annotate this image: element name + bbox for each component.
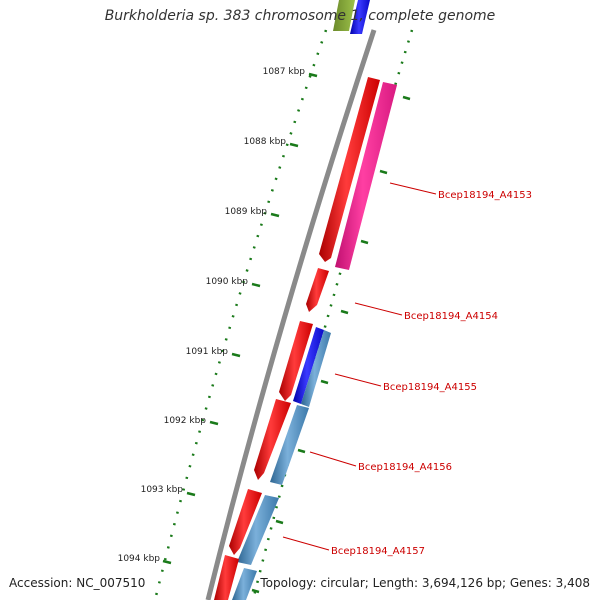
outer-tick [402, 95, 411, 101]
outer-tick [275, 519, 284, 525]
accession-text: Accession: NC_007510 [9, 576, 146, 590]
outer-tick [251, 588, 260, 594]
feature-blue-top [350, 0, 370, 34]
cds-steel-a4157 [237, 495, 279, 565]
kbp-tick-1090 [251, 282, 261, 288]
kbp-label-1088: 1088 kbp [244, 137, 287, 147]
outer-tick [360, 239, 369, 245]
kbp-tick-1088 [289, 142, 299, 148]
kbp-label-1094: 1094 kbp [118, 554, 161, 564]
kbp-tick-1091 [231, 352, 241, 358]
kbp-label-1089: 1089 kbp [225, 207, 268, 217]
kbp-tick-marks [162, 72, 318, 565]
gene-label-a4156: Bcep18194_A4156 [358, 462, 452, 473]
map-title: Burkholderia sp. 383 chromosome 1, compl… [104, 8, 496, 24]
cds-red-a4157 [229, 489, 262, 555]
outer-track-ticks [251, 95, 411, 594]
cds-pink-a4153 [335, 82, 397, 270]
cds-steel-a4156 [270, 405, 309, 485]
outer-tick [340, 309, 349, 315]
gene-label-a4155: Bcep18194_A4155 [383, 382, 477, 393]
cds-red-a4155 [279, 321, 313, 401]
cds-red-a4156 [254, 399, 291, 480]
kbp-label-1091: 1091 kbp [186, 347, 229, 357]
leader-a4156 [309, 451, 357, 467]
genome-backbone [205, 29, 377, 600]
kbp-tick-1093 [186, 491, 196, 497]
leader-a4155 [334, 373, 382, 387]
inner-dotted-track [153, 29, 328, 600]
gene-label-a4153: Bcep18194_A4153 [438, 190, 532, 201]
cds-steel-bottom [232, 568, 257, 600]
kbp-label-1087: 1087 kbp [263, 67, 306, 77]
gene-label-a4154: Bcep18194_A4154 [404, 311, 498, 322]
kbp-tick-1092 [209, 420, 219, 426]
outer-tick [320, 379, 329, 385]
kbp-label-1092: 1092 kbp [164, 416, 207, 426]
cds-steel-a4155 [301, 330, 331, 407]
kbp-label-1093: 1093 kbp [141, 485, 184, 495]
cds-red-bottom [214, 555, 239, 600]
cds-blue-a4155 [293, 327, 324, 404]
genome-summary-text: Topology: circular; Length: 3,694,126 bp… [260, 576, 590, 590]
gene-label-a4157: Bcep18194_A4157 [331, 546, 425, 557]
cds-red-a4154 [306, 268, 329, 312]
outer-tick [297, 448, 306, 454]
cds-red-a4153 [319, 77, 380, 262]
kbp-label-1090: 1090 kbp [206, 277, 249, 287]
leader-a4153 [389, 182, 437, 195]
kbp-tick-1094 [162, 559, 172, 565]
leader-a4154 [354, 302, 403, 316]
kbp-tick-1089 [270, 212, 280, 218]
kbp-tick-1087 [308, 72, 318, 78]
feature-green-top [333, 0, 355, 31]
outer-tick [379, 169, 388, 175]
leader-a4157 [282, 536, 330, 551]
